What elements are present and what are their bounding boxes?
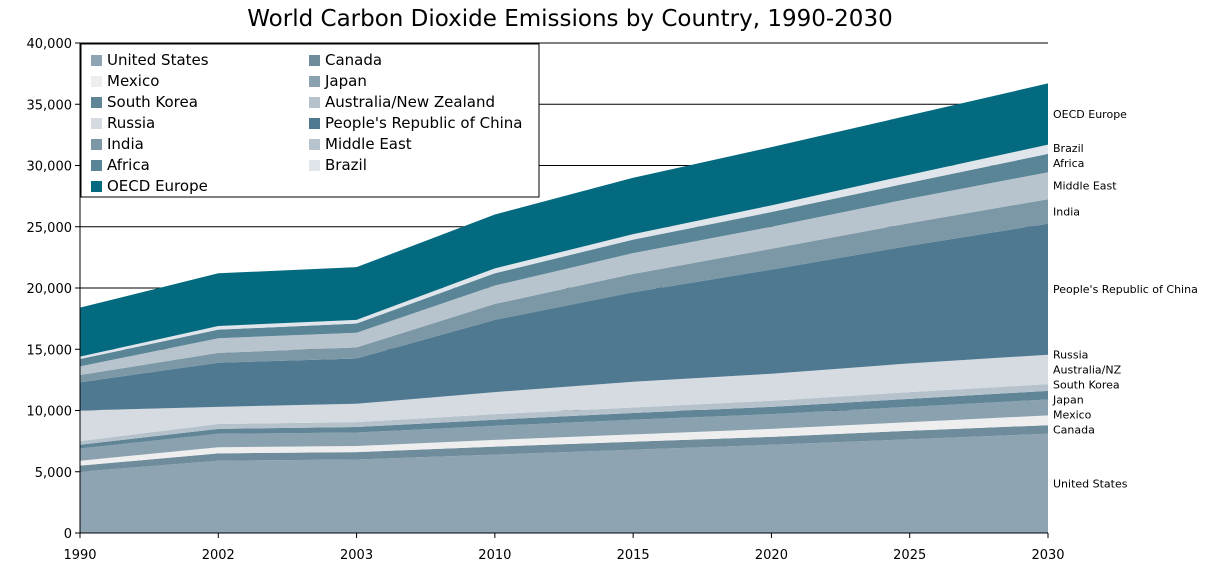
legend-swatch-united-states <box>91 55 102 66</box>
legend-swatch-russia <box>91 118 102 129</box>
legend-swatch-canada <box>309 55 320 66</box>
y-tick-label: 20,000 <box>27 282 73 297</box>
area-africa <box>80 153 1048 367</box>
legend-label-united-states: United States <box>107 51 209 69</box>
area-australia-new-zealand <box>80 384 1048 445</box>
area-japan <box>80 399 1048 461</box>
legend-swatch-oecd-europe <box>91 181 102 192</box>
legend-label-people-s-republic-of-china: People's Republic of China <box>325 114 523 132</box>
area-oecd-europe <box>80 83 1048 357</box>
y-tick-label: 40,000 <box>27 37 73 52</box>
legend-label-russia: Russia <box>107 114 155 132</box>
end-label-people-s-republic-of-china: People's Republic of China <box>1053 283 1198 296</box>
legend-label-canada: Canada <box>325 51 382 69</box>
legend-swatch-south-korea <box>91 97 102 108</box>
end-label-australia-new-zealand: Australia/NZ <box>1053 363 1122 376</box>
legend-label-africa: Africa <box>107 156 150 174</box>
legend-label-japan: Japan <box>324 72 367 90</box>
legend: United States Canada Mexico Japan South Kore… <box>80 43 540 198</box>
end-label-united-states: United States <box>1053 477 1128 490</box>
end-label-oecd-europe: OECD Europe <box>1053 108 1127 121</box>
y-tick-label: 5,000 <box>35 466 72 481</box>
area-india <box>80 199 1048 383</box>
end-label-africa: Africa <box>1053 157 1084 170</box>
y-tick-label: 30,000 <box>27 160 73 175</box>
end-label-brazil: Brazil <box>1053 142 1084 155</box>
y-tick-label: 0 <box>64 527 72 542</box>
legend-label-australia-new-zealand: Australia/New Zealand <box>325 93 495 111</box>
legend-swatch-brazil <box>309 160 320 171</box>
area-united-states <box>80 433 1048 533</box>
legend-label-oecd-europe: OECD Europe <box>107 177 208 195</box>
end-label-middle-east: Middle East <box>1053 180 1117 193</box>
area-south-korea <box>80 390 1048 449</box>
x-tick-label: 1990 <box>63 548 96 563</box>
legend-label-south-korea: South Korea <box>107 93 198 111</box>
area-brazil <box>80 144 1048 360</box>
end-label-south-korea: South Korea <box>1053 378 1120 391</box>
end-labels: United States Canada Mexico Japan South Kore… <box>1052 108 1198 490</box>
legend-swatch-mexico <box>91 76 102 87</box>
end-label-canada: Canada <box>1053 423 1095 436</box>
end-label-russia: Russia <box>1053 348 1088 361</box>
chart-title: World Carbon Dioxide Emissions by Countr… <box>247 6 893 32</box>
y-tick-label: 35,000 <box>27 98 73 113</box>
axes-layer: 0 5,000 10,000 15,000 20,000 25,000 30,000 35,0… <box>27 37 1065 563</box>
end-label-mexico: Mexico <box>1053 408 1092 421</box>
legend-swatch-india <box>91 139 102 150</box>
area-middle-east <box>80 172 1048 375</box>
y-tick-label: 10,000 <box>27 405 73 420</box>
x-tick-label: 2015 <box>617 548 650 563</box>
legend-swatch-people-s-republic-of-china <box>309 118 320 129</box>
x-tick-label: 2030 <box>1031 548 1064 563</box>
legend-label-middle-east: Middle East <box>325 135 412 153</box>
x-tick-label: 2002 <box>202 548 235 563</box>
legend-swatch-australia-new-zealand <box>309 97 320 108</box>
area-canada <box>80 425 1048 472</box>
end-label-india: India <box>1053 205 1080 218</box>
y-tick-label: 25,000 <box>27 221 73 236</box>
y-tick-label: 15,000 <box>27 343 73 358</box>
areas-layer <box>80 42 1048 533</box>
area-mexico <box>80 415 1048 466</box>
x-tick-label: 2010 <box>478 548 511 563</box>
x-tick-label: 2003 <box>340 548 373 563</box>
area-people-s-republic-of-china <box>80 223 1048 411</box>
legend-swatch-africa <box>91 160 102 171</box>
x-tick-label: 2020 <box>755 548 788 563</box>
legend-label-india: India <box>107 135 144 153</box>
x-tick-label: 2025 <box>893 548 926 563</box>
end-label-japan: Japan <box>1052 393 1084 406</box>
legend-swatch-middle-east <box>309 139 320 150</box>
legend-swatch-japan <box>309 76 320 87</box>
legend-label-mexico: Mexico <box>107 72 159 90</box>
legend-label-brazil: Brazil <box>325 156 367 174</box>
area-russia <box>80 354 1048 442</box>
